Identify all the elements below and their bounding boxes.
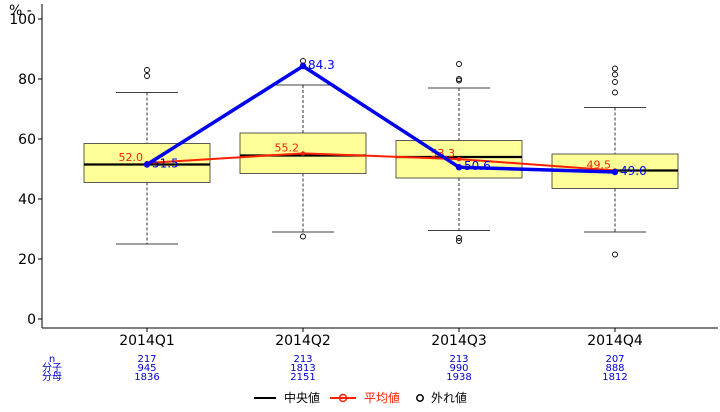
x-tick-label: 2014Q4 (587, 333, 643, 349)
y-tick-label: 20 (18, 252, 36, 268)
x-tick-label: 2014Q3 (431, 333, 487, 349)
legend-outlier-label: 外れ値 (431, 390, 467, 405)
outlier-point (612, 71, 618, 78)
mean-value-label: 52.0 (119, 151, 144, 164)
outlier-point (144, 67, 150, 73)
stats-cell: 990 (449, 363, 468, 374)
x-tick-label: 2014Q1 (119, 333, 175, 349)
outlier-point (456, 76, 462, 82)
stats-row-label: n (49, 354, 55, 365)
mean-value-label: 53.3 (431, 147, 456, 160)
stats-cell: 213 (293, 354, 312, 365)
outlier-point (612, 251, 618, 258)
stats-row-label: 分母 (42, 371, 62, 383)
stats-cell: 207 (605, 354, 624, 365)
stats-cell: 1938 (446, 372, 471, 383)
mean-point (300, 151, 306, 156)
outlier-point (612, 89, 618, 96)
outlier-point (300, 233, 306, 240)
stats-cell: 1836 (134, 372, 159, 383)
legend-mean-marker (338, 393, 348, 403)
stats-row-label: 分子 (42, 362, 62, 374)
y-axis-label: % - (9, 3, 32, 19)
legend: 中央値 平均値 外れ値 (254, 390, 467, 405)
stats-cell: 213 (449, 354, 468, 365)
stats-table: n 217 213 213 207 分子 945 1813 990 888 分母 1836 2151 19… (42, 354, 628, 383)
outlier-point (456, 235, 462, 241)
legend-mean-label: 平均値 (364, 390, 400, 405)
stats-cell: 888 (605, 363, 624, 374)
blue-value-label: 50.6 (464, 159, 491, 173)
box-iqr (83, 143, 211, 183)
stats-cell: 945 (137, 363, 156, 374)
y-tick-label: 40 (18, 192, 36, 208)
y-tick-label: 0 (27, 312, 36, 328)
outlier-point (612, 65, 618, 72)
blue-value-label: 84.3 (308, 58, 335, 72)
outlier-point (144, 73, 150, 79)
series-lines: 52.0 55.2 53.3 49.5 51.5 84.3 50.6 49.0 (119, 58, 647, 178)
blue-line (146, 64, 616, 174)
outlier-point (456, 238, 462, 244)
mean-value-label: 55.2 (275, 141, 300, 154)
mean-line (146, 152, 616, 172)
outlier-point (612, 79, 618, 85)
outlier-point (456, 61, 462, 67)
mean-value-label: 49.5 (587, 159, 612, 172)
mean-point (456, 156, 462, 162)
axes: % - 0 20 40 60 80 100 2014Q1 2014Q2 2014Q3 2014Q4 (9, 3, 718, 349)
legend-median-label: 中央値 (284, 390, 320, 405)
stats-cell: 2151 (290, 372, 315, 383)
blue-value-label: 49.0 (620, 164, 647, 178)
y-tick-label: 60 (18, 132, 36, 148)
stats-cell: 1812 (602, 372, 627, 383)
blue-point (143, 161, 151, 168)
stats-cell: 1813 (290, 363, 315, 374)
blue-point (455, 164, 463, 171)
y-tick-label: 100 (9, 12, 36, 28)
x-tick-label: 2014Q2 (275, 333, 331, 349)
y-tick-label: 80 (18, 72, 36, 88)
blue-value-label: 51.5 (152, 157, 179, 171)
blue-point (299, 62, 307, 70)
legend-outlier-marker (416, 394, 424, 402)
stats-cell: 217 (137, 354, 156, 365)
blue-point (611, 168, 619, 176)
